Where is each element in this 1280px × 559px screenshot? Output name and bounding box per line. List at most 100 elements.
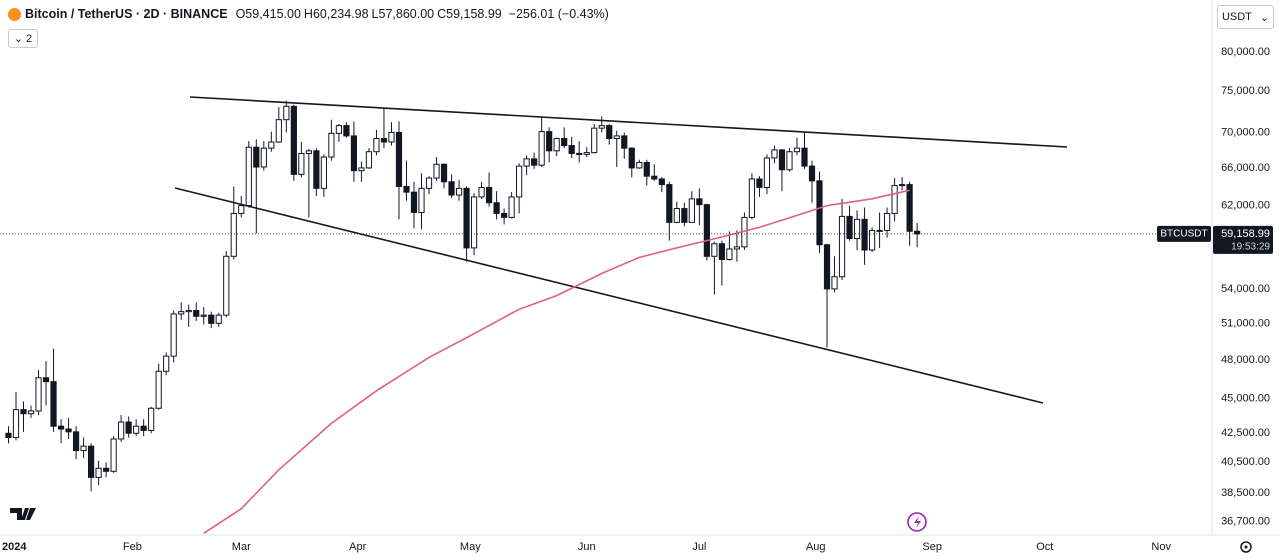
- candle-body: [350, 135, 358, 172]
- x-tick-label: Jul: [692, 541, 706, 553]
- candle-body: [215, 314, 222, 324]
- candle-body: [666, 184, 673, 223]
- y-tick-label: 40,500.00: [1221, 456, 1270, 468]
- candle-body: [478, 186, 485, 198]
- candle-body: [696, 198, 703, 206]
- candle-body: [260, 147, 267, 168]
- field-label: H: [303, 7, 313, 21]
- candle-body: [365, 151, 373, 169]
- ohlc-field: C59,158.99: [437, 7, 502, 21]
- candle-body: [380, 138, 388, 143]
- candle-body: [726, 248, 733, 260]
- candle-body: [35, 377, 42, 412]
- field-label: C: [437, 7, 447, 21]
- candle-body: [561, 138, 568, 147]
- candle-body: [65, 428, 72, 433]
- x-tick-label: Aug: [806, 541, 826, 553]
- price-tag-countdown: 19:53:29: [1231, 242, 1270, 253]
- candle-body: [133, 425, 140, 434]
- candle-body: [268, 141, 275, 149]
- candle-body: [425, 177, 433, 189]
- symbol-title: Bitcoin / TetherUS · 2D · BINANCE: [25, 7, 228, 21]
- candle-body: [343, 125, 350, 137]
- candle-body: [523, 158, 530, 167]
- candle-body: [72, 431, 80, 452]
- candle-body: [868, 229, 876, 251]
- candle-body: [103, 467, 110, 472]
- candle-body: [718, 243, 725, 260]
- candle-body: [508, 196, 515, 218]
- y-tick-label: 36,700.00: [1221, 516, 1270, 528]
- change: −256.01 (−0.43%): [508, 7, 609, 21]
- currency-select[interactable]: USDT ⌄: [1217, 5, 1274, 29]
- candle-body: [771, 149, 778, 159]
- candle-body: [778, 149, 786, 171]
- x-tick-label: Mar: [232, 541, 251, 553]
- ohlc-fields: O59,415.00 H60,234.98 L57,860.00 C59,158.99: [236, 7, 505, 21]
- candle-body: [853, 218, 861, 240]
- candle-body: [786, 151, 793, 171]
- candle-body: [418, 187, 425, 213]
- candle-body: [553, 138, 560, 152]
- candle-body: [283, 105, 290, 121]
- candle-body: [230, 212, 237, 257]
- tv-logo: [10, 508, 36, 520]
- candle-body: [673, 208, 680, 223]
- candle-body: [613, 135, 620, 140]
- candle-body: [305, 150, 312, 154]
- candle-body: [914, 230, 921, 235]
- flash-icon: [907, 512, 927, 532]
- candle-body: [358, 167, 365, 172]
- candle-body: [681, 208, 688, 223]
- candle-body: [328, 132, 335, 158]
- candle-body: [20, 409, 27, 415]
- candle-body: [763, 157, 771, 188]
- candle-body: [891, 185, 898, 214]
- x-tick-label: 2024: [2, 541, 27, 553]
- candle-body: [688, 198, 695, 223]
- interval-button[interactable]: ⌄ 2: [8, 29, 38, 48]
- x-tick-label: Feb: [123, 541, 142, 553]
- candle-body: [238, 205, 245, 214]
- interval-text: 2: [26, 32, 33, 45]
- candle-body: [403, 185, 410, 193]
- candle-body: [823, 244, 831, 290]
- chevron: ⌄: [1259, 11, 1270, 24]
- candle-body: [275, 119, 282, 143]
- candle-body: [636, 161, 643, 169]
- candle-body: [313, 150, 320, 189]
- ohlc-field: H60,234.98: [304, 7, 369, 21]
- trend-line: [189, 96, 1068, 148]
- settings-icon[interactable]: [1240, 541, 1252, 553]
- candle-body: [12, 409, 20, 439]
- field-value: 60,234.98: [312, 7, 369, 21]
- candle-body: [793, 147, 801, 153]
- candle-body: [80, 445, 87, 452]
- candle-body: [846, 215, 853, 240]
- candle-body: [440, 163, 448, 183]
- candle-body: [493, 202, 500, 214]
- candle-body: [95, 467, 102, 478]
- candle-body: [883, 212, 891, 231]
- candle-body: [388, 131, 395, 143]
- candle-body: [140, 425, 147, 431]
- candle-body: [733, 246, 741, 250]
- candle-body: [290, 105, 297, 175]
- candle-body: [516, 165, 523, 198]
- candle-body: [170, 313, 177, 357]
- y-tick-label: 54,000.00: [1221, 283, 1270, 295]
- candle-body: [110, 438, 117, 472]
- candle-body: [335, 125, 343, 134]
- candle-body: [568, 145, 575, 154]
- candle-body: [298, 152, 305, 175]
- candle-body: [178, 311, 185, 315]
- price-tag: [1213, 225, 1273, 254]
- candle-body: [808, 165, 816, 182]
- candle-body: [816, 180, 823, 246]
- candles: [5, 100, 921, 492]
- y-tick-label: 42,500.00: [1221, 427, 1270, 439]
- y-tick-label: 38,500.00: [1221, 487, 1270, 499]
- candle-body: [433, 163, 440, 179]
- candle-body: [546, 131, 553, 152]
